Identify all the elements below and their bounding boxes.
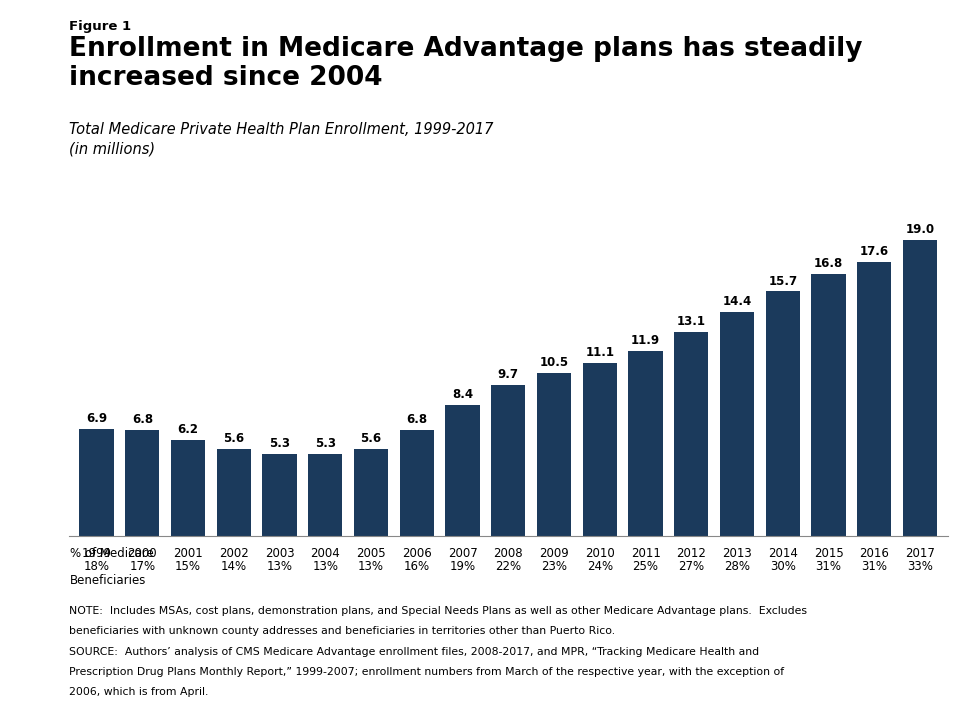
Bar [308, 454, 343, 536]
Text: 13%: 13% [312, 560, 338, 574]
Text: 6.8: 6.8 [132, 413, 153, 426]
Text: 9.7: 9.7 [498, 368, 518, 381]
Bar [903, 240, 937, 536]
Text: FOUNDATION: FOUNDATION [821, 691, 889, 700]
Text: Beneficiaries: Beneficiaries [70, 574, 147, 587]
Text: 17.6: 17.6 [860, 245, 889, 258]
Text: 13%: 13% [358, 560, 384, 574]
Text: 27%: 27% [679, 560, 705, 574]
Text: FAMILY: FAMILY [828, 667, 881, 680]
Text: KAISER: KAISER [817, 639, 893, 658]
Bar [629, 351, 662, 536]
Bar [537, 373, 571, 536]
Bar [171, 440, 205, 536]
Bar [125, 431, 159, 536]
Bar [399, 431, 434, 536]
Text: 2006, which is from April.: 2006, which is from April. [69, 687, 208, 697]
Bar [811, 274, 846, 536]
Text: 28%: 28% [724, 560, 750, 574]
Text: 6.8: 6.8 [406, 413, 427, 426]
Bar [766, 292, 800, 536]
Text: 5.3: 5.3 [315, 437, 336, 450]
Text: 15%: 15% [175, 560, 201, 574]
Bar [445, 405, 480, 536]
Text: 19.0: 19.0 [905, 223, 935, 236]
Text: Figure 1: Figure 1 [69, 20, 132, 33]
Text: 11.9: 11.9 [631, 334, 660, 347]
Bar [80, 428, 113, 536]
Text: 6.2: 6.2 [178, 423, 199, 436]
Text: 17%: 17% [130, 560, 156, 574]
Text: 23%: 23% [541, 560, 567, 574]
Text: Enrollment in Medicare Advantage plans has steadily
increased since 2004: Enrollment in Medicare Advantage plans h… [69, 36, 863, 91]
Bar [354, 449, 388, 536]
Text: 14.4: 14.4 [723, 295, 752, 308]
Text: 18%: 18% [84, 560, 109, 574]
Text: beneficiaries with unknown county addresses and beneficiaries in territories oth: beneficiaries with unknown county addres… [69, 626, 615, 636]
Bar [217, 449, 251, 536]
Text: 25%: 25% [633, 560, 659, 574]
Text: 24%: 24% [587, 560, 612, 574]
Bar [262, 454, 297, 536]
Text: 6.9: 6.9 [86, 412, 108, 425]
Text: 22%: 22% [495, 560, 521, 574]
Text: 5.6: 5.6 [224, 432, 245, 445]
Text: 14%: 14% [221, 560, 247, 574]
Text: 31%: 31% [861, 560, 887, 574]
Bar [492, 385, 525, 536]
Text: 15.7: 15.7 [768, 274, 798, 287]
Text: NOTE:  Includes MSAs, cost plans, demonstration plans, and Special Needs Plans a: NOTE: Includes MSAs, cost plans, demonst… [69, 606, 807, 616]
Text: 30%: 30% [770, 560, 796, 574]
Text: 5.6: 5.6 [361, 432, 382, 445]
Bar [674, 332, 708, 536]
Text: 33%: 33% [907, 560, 933, 574]
Text: Total Medicare Private Health Plan Enrollment, 1999-2017
(in millions): Total Medicare Private Health Plan Enrol… [69, 122, 493, 157]
Text: % of Medicare: % of Medicare [70, 547, 154, 560]
Text: 8.4: 8.4 [452, 389, 473, 402]
Text: 5.3: 5.3 [269, 437, 290, 450]
Bar [857, 262, 892, 536]
Text: 31%: 31% [816, 560, 842, 574]
Text: 10.5: 10.5 [540, 356, 568, 369]
Text: Prescription Drug Plans Monthly Report,” 1999-2007; enrollment numbers from Marc: Prescription Drug Plans Monthly Report,”… [69, 667, 784, 677]
Text: 19%: 19% [449, 560, 475, 574]
Bar [583, 363, 617, 536]
Text: THE HENRY J.: THE HENRY J. [822, 624, 888, 634]
Text: 13.1: 13.1 [677, 315, 706, 328]
Text: 16%: 16% [404, 560, 430, 574]
Text: SOURCE:  Authors’ analysis of CMS Medicare Advantage enrollment files, 2008-2017: SOURCE: Authors’ analysis of CMS Medicar… [69, 647, 759, 657]
Text: 16.8: 16.8 [814, 258, 843, 271]
Bar [720, 312, 755, 536]
Text: 13%: 13% [267, 560, 293, 574]
Text: 11.1: 11.1 [586, 346, 614, 359]
